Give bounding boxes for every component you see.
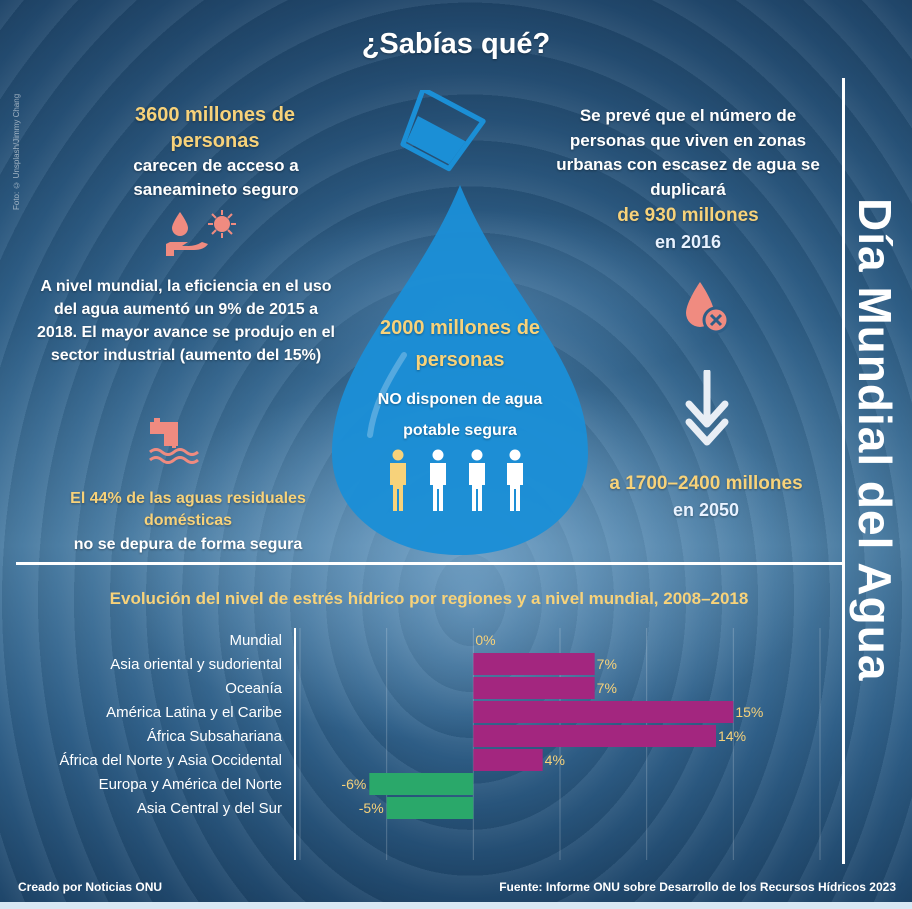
drinking-text: NO disponen de agua potable segura bbox=[377, 391, 543, 439]
footer-source: Fuente: Informe ONU sobre Desarrollo de … bbox=[499, 880, 896, 894]
data-label: 7% bbox=[597, 680, 617, 696]
bar bbox=[473, 653, 595, 675]
category-label: Asia oriental y sudoriental bbox=[110, 656, 282, 673]
bar bbox=[473, 725, 716, 747]
glass-icon bbox=[400, 90, 486, 172]
chart-title: Evolución del nivel de estrés hídrico po… bbox=[109, 589, 749, 608]
data-label: 0% bbox=[475, 632, 495, 648]
urban-year-to: en 2050 bbox=[672, 500, 740, 520]
wastewater-text: no se depura de forma segura bbox=[73, 536, 303, 553]
data-label: 4% bbox=[545, 752, 565, 768]
water-drop bbox=[332, 185, 588, 555]
category-label: África del Norte y Asia Occidental bbox=[59, 752, 282, 769]
footer-credit: Creado por Noticias ONU bbox=[18, 880, 163, 894]
data-label: 14% bbox=[718, 728, 746, 744]
efficiency-text: A nivel mundial, la eficiencia en el uso… bbox=[37, 278, 335, 364]
germ-icon bbox=[208, 210, 236, 238]
data-label: -5% bbox=[359, 800, 384, 816]
drop-no-icon bbox=[686, 282, 730, 334]
data-label: -6% bbox=[341, 776, 366, 792]
arrow-down-icon bbox=[685, 370, 729, 446]
data-label: 15% bbox=[735, 704, 763, 720]
category-label: Mundial bbox=[229, 632, 282, 649]
side-title: Día Mundial del Agua bbox=[849, 198, 901, 682]
person-icon bbox=[390, 449, 406, 511]
urban-year-from: en 2016 bbox=[654, 232, 722, 252]
page-title: ¿Sabías qué? bbox=[361, 28, 551, 60]
data-label: 7% bbox=[597, 656, 617, 672]
bottom-strip bbox=[0, 902, 912, 909]
sanitation-text: carecen de acceso a saneamineto seguro bbox=[133, 156, 299, 199]
category-label: África Subsahariana bbox=[147, 728, 283, 745]
horizontal-divider bbox=[16, 562, 842, 565]
person-icon bbox=[507, 449, 523, 511]
person-icon bbox=[430, 449, 446, 511]
drinking-highlight: 2000 millones de personas bbox=[379, 317, 541, 371]
photo-credit: Foto: © Unsplash/Jimmy Chang bbox=[12, 93, 21, 210]
hand-water-drop-icon bbox=[166, 210, 236, 256]
bar-chart: -10-505101520Mundial0%Asia oriental y su… bbox=[59, 628, 821, 860]
sanitation-highlight: 3600 millones de personas bbox=[134, 104, 296, 152]
urban-highlight-to: a 1700–2400 millones bbox=[609, 473, 803, 494]
bar bbox=[473, 677, 595, 699]
urban-text: Se prevé que el número de personas que v… bbox=[556, 106, 820, 199]
vertical-divider bbox=[842, 78, 845, 864]
bar bbox=[369, 773, 474, 795]
category-label: Oceanía bbox=[225, 680, 282, 697]
wastewater-highlight: El 44% de las aguas residuales doméstica… bbox=[70, 490, 306, 529]
bar bbox=[473, 701, 734, 723]
pipe-pollution-icon bbox=[149, 418, 199, 464]
bar bbox=[386, 797, 474, 819]
urban-highlight-from: de 930 millones bbox=[617, 205, 759, 226]
category-label: América Latina y el Caribe bbox=[106, 704, 282, 721]
category-label: Asia Central y del Sur bbox=[137, 800, 282, 817]
bar bbox=[473, 749, 543, 771]
category-label: Europa y América del Norte bbox=[99, 776, 282, 793]
person-icon bbox=[469, 449, 485, 511]
